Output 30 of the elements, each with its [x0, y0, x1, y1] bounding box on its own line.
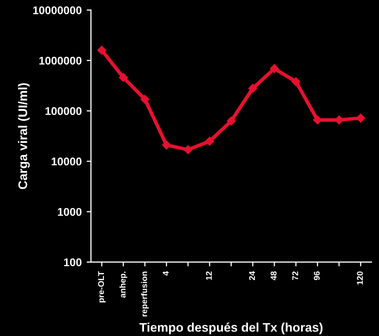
x-axis-title: Tiempo después del Tx (horas): [139, 322, 322, 334]
x-tick-label: 12: [206, 271, 212, 280]
point: [226, 116, 236, 126]
point: [205, 136, 214, 146]
x-tick-label: 4: [162, 271, 169, 276]
point: [118, 73, 128, 82]
y-tick-label: 1000000: [39, 56, 82, 65]
y-tick-label: 1000: [58, 208, 82, 216]
point: [140, 94, 150, 104]
point: [97, 46, 106, 55]
x-tick-label: 72: [292, 271, 298, 280]
x-tick-label: 48: [270, 271, 277, 280]
point: [184, 145, 192, 154]
y-tick-label: 10000000: [33, 6, 82, 14]
x-tick-label: reperfusion: [141, 272, 149, 316]
x-tick-label: anhep.: [119, 272, 128, 298]
point: [248, 84, 258, 93]
point: [162, 140, 171, 150]
point: [313, 116, 322, 124]
x-tick-label: 24: [249, 271, 255, 280]
point: [356, 114, 366, 123]
y-tick-label: 100: [64, 258, 82, 266]
x-tick-label: 120: [356, 271, 363, 284]
point: [291, 77, 300, 86]
x-tick-label: pre-OLT: [98, 271, 106, 302]
y-axis-title: Carga viral (UI/ml): [18, 83, 30, 190]
x-tick-label: 96: [314, 271, 320, 280]
y-tick-label: 100000: [46, 107, 82, 116]
y-tick-label: 10000: [52, 158, 82, 166]
point: [270, 64, 279, 74]
